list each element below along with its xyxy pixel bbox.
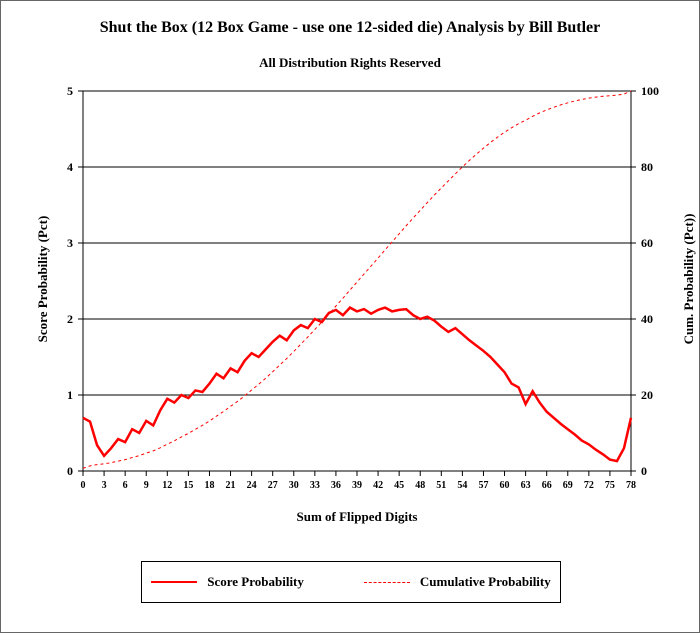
- svg-text:36: 36: [331, 480, 341, 491]
- x-axis-label: Sum of Flipped Digits: [83, 509, 631, 525]
- svg-text:12: 12: [162, 480, 172, 491]
- legend-item-score: Score Probability: [151, 574, 304, 590]
- svg-text:80: 80: [641, 160, 653, 174]
- svg-text:3: 3: [102, 480, 107, 491]
- y-right-axis-label: Cum. Probability (Pct)): [681, 189, 697, 369]
- svg-text:60: 60: [641, 236, 653, 250]
- svg-text:54: 54: [457, 480, 467, 491]
- svg-text:72: 72: [584, 480, 594, 491]
- svg-text:24: 24: [247, 480, 257, 491]
- svg-text:0: 0: [81, 480, 86, 491]
- legend-label-cum: Cumulative Probability: [420, 574, 551, 590]
- legend-item-cum: Cumulative Probability: [364, 574, 551, 590]
- svg-text:39: 39: [352, 480, 362, 491]
- svg-text:69: 69: [563, 480, 573, 491]
- svg-text:21: 21: [226, 480, 236, 491]
- chart-plot: 0123450204060801000369121518212427303336…: [43, 81, 671, 511]
- legend-box: Score Probability Cumulative Probability: [141, 561, 561, 603]
- chart-container: Shut the Box (12 Box Game - use one 12-s…: [0, 0, 700, 633]
- svg-text:33: 33: [310, 480, 320, 491]
- svg-text:5: 5: [67, 84, 73, 98]
- svg-text:66: 66: [542, 480, 552, 491]
- svg-text:48: 48: [415, 480, 425, 491]
- svg-text:63: 63: [521, 480, 531, 491]
- svg-text:0: 0: [67, 464, 73, 478]
- svg-text:18: 18: [204, 480, 214, 491]
- svg-text:45: 45: [394, 480, 404, 491]
- svg-text:2: 2: [67, 312, 73, 326]
- legend-line-solid: [151, 581, 197, 583]
- svg-text:51: 51: [436, 480, 446, 491]
- legend-line-dashed: [364, 582, 410, 583]
- svg-text:100: 100: [641, 84, 659, 98]
- svg-text:30: 30: [289, 480, 299, 491]
- svg-text:20: 20: [641, 388, 653, 402]
- svg-text:27: 27: [268, 480, 278, 491]
- svg-text:9: 9: [144, 480, 149, 491]
- svg-text:42: 42: [373, 480, 383, 491]
- svg-text:0: 0: [641, 464, 647, 478]
- chart-title: Shut the Box (12 Box Game - use one 12-s…: [1, 19, 699, 37]
- svg-text:78: 78: [626, 480, 636, 491]
- svg-text:15: 15: [183, 480, 193, 491]
- svg-text:4: 4: [67, 160, 73, 174]
- chart-subtitle: All Distribution Rights Reserved: [1, 55, 699, 71]
- svg-text:6: 6: [123, 480, 128, 491]
- svg-text:60: 60: [500, 480, 510, 491]
- svg-text:1: 1: [67, 388, 73, 402]
- svg-text:3: 3: [67, 236, 73, 250]
- legend-label-score: Score Probability: [207, 574, 304, 590]
- svg-text:57: 57: [478, 480, 488, 491]
- svg-text:75: 75: [605, 480, 615, 491]
- svg-text:40: 40: [641, 312, 653, 326]
